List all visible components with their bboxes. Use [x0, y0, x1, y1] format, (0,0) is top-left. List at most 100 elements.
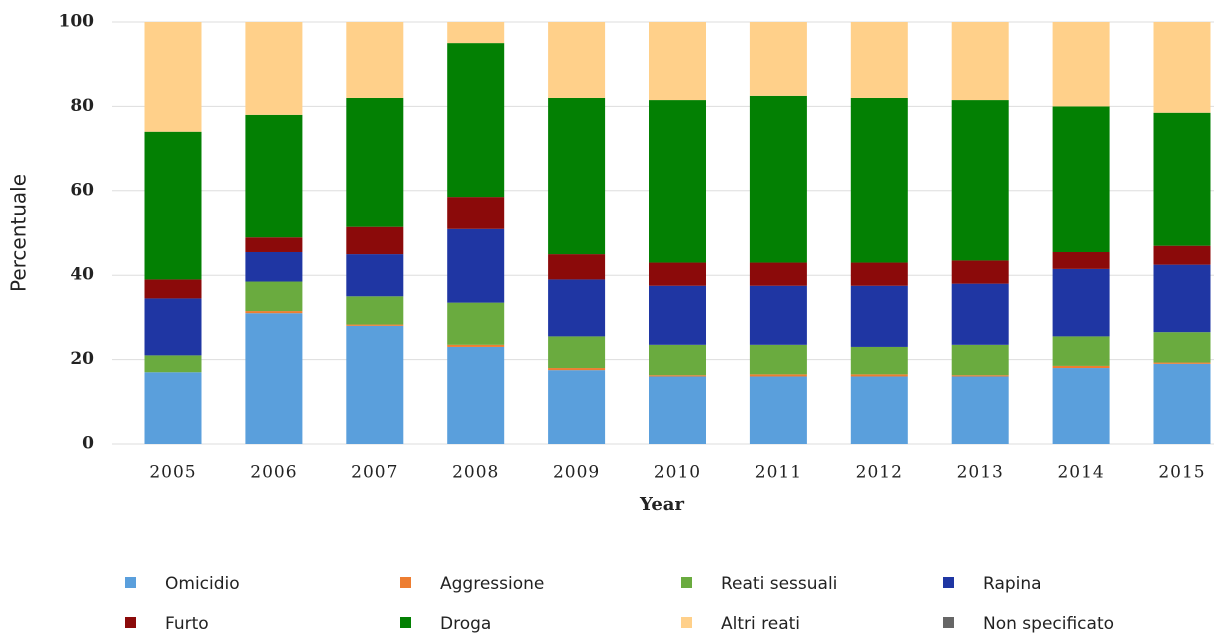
y-tick-label: 100 [59, 12, 95, 32]
bar-segment [346, 254, 404, 297]
y-axis-label: Percentuale [7, 174, 31, 292]
bar-segment [649, 22, 706, 101]
bar-segment [1153, 264, 1211, 333]
bar-segment [245, 237, 303, 252]
bar-segment [1153, 363, 1211, 444]
bar-segment [850, 376, 908, 444]
bar-segment [850, 346, 908, 375]
bar-segment [144, 298, 202, 356]
bar-segment [346, 22, 404, 98]
bar-segment [649, 262, 706, 286]
bar-segment [1052, 336, 1110, 366]
legend-swatch [943, 617, 954, 628]
bar-segment [749, 262, 807, 286]
bar-segment [850, 262, 908, 286]
bar-segment [548, 97, 606, 255]
bar-segment [245, 251, 303, 282]
bar-segment [144, 355, 202, 373]
bar-segment [346, 226, 404, 255]
bar-segment [548, 254, 606, 280]
bar-segment [1153, 245, 1211, 265]
bar-segment [951, 260, 1009, 284]
bar-segment [649, 344, 706, 376]
bar-segment [951, 22, 1009, 101]
x-tick-label: 2015 [1158, 463, 1205, 483]
x-tick-label: 2007 [351, 463, 398, 483]
bar-segment [1052, 268, 1110, 337]
bar-segment [749, 344, 807, 375]
bar-segment [346, 97, 404, 227]
x-tick-label: 2012 [856, 463, 903, 483]
legend-label: Omicidio [165, 574, 240, 594]
bar-segment [548, 370, 606, 444]
bar-segment [649, 100, 706, 263]
bar-segment [548, 279, 606, 337]
x-axis-label: Year [639, 494, 684, 515]
bar-segment [1052, 22, 1110, 107]
bar-segment [1153, 22, 1211, 113]
legend-swatch [681, 577, 692, 588]
bar-segment [749, 285, 807, 345]
legend-label: Non specificato [983, 614, 1114, 634]
bar-segment [245, 114, 303, 238]
bar-segment [548, 22, 606, 98]
x-tick-label: 2005 [149, 463, 196, 483]
bar-segment [951, 283, 1009, 345]
bar-segment [951, 344, 1009, 376]
bar-segment [447, 22, 505, 44]
bar-segment [447, 302, 505, 345]
bar-segment [951, 375, 1009, 377]
legend-label: Furto [165, 614, 209, 634]
legend-label: Rapina [983, 574, 1042, 594]
bar-segment [649, 376, 706, 444]
bar-segment [245, 313, 303, 444]
legend-label: Aggressione [440, 574, 544, 594]
bar-segment [447, 346, 505, 444]
bar-segment [749, 95, 807, 263]
bar-segment [1153, 362, 1211, 364]
x-tick-label: 2008 [452, 463, 499, 483]
bar-segment [447, 43, 505, 198]
x-tick-label: 2013 [957, 463, 1004, 483]
bar-segment [749, 22, 807, 96]
x-tick-label: 2006 [250, 463, 297, 483]
bar-segment [951, 100, 1009, 261]
bar-segment [144, 372, 202, 444]
bar-segment [245, 22, 303, 115]
bar-segment [447, 344, 505, 347]
bar-segment [649, 375, 706, 377]
bar-segment [447, 197, 505, 229]
bar-segment [649, 285, 706, 345]
bar-segment [1153, 112, 1211, 246]
bar-segment [1052, 251, 1110, 269]
bar-segment [245, 281, 303, 312]
bar-segment [850, 97, 908, 263]
bar-segment [850, 285, 908, 347]
bar-segment [447, 228, 505, 303]
bar-segment [1052, 106, 1110, 252]
y-tick-label: 0 [82, 434, 94, 454]
bar-segment [346, 324, 404, 326]
bar-segment [144, 22, 202, 132]
legend-swatch [400, 617, 411, 628]
bar-segment [1052, 365, 1110, 369]
legend-label: Reati sessuali [721, 574, 837, 594]
legend-swatch [125, 577, 136, 588]
y-tick-label: 20 [70, 349, 94, 369]
x-tick-label: 2014 [1057, 463, 1104, 483]
bar-segment [749, 374, 807, 377]
bar-segment [1153, 332, 1211, 363]
bar-segment [951, 376, 1009, 444]
y-tick-label: 80 [70, 96, 94, 116]
legend-swatch [400, 577, 411, 588]
x-tick-label: 2011 [755, 463, 802, 483]
y-tick-label: 40 [70, 265, 94, 285]
bar-segment [850, 22, 908, 98]
legend-label: Altri reati [721, 614, 800, 634]
bar-segment [548, 336, 606, 369]
legend-label: Droga [440, 614, 491, 634]
legend-swatch [681, 617, 692, 628]
x-tick-label: 2009 [553, 463, 600, 483]
y-tick-label: 60 [70, 180, 94, 200]
